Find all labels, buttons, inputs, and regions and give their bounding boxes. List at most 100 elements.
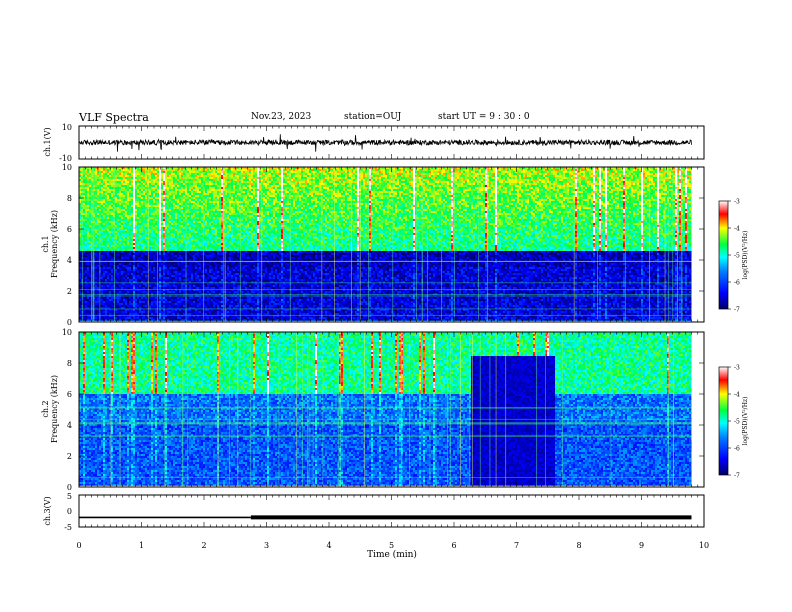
spectrogram-cell (111, 211, 113, 213)
spectrogram-cell (105, 231, 107, 233)
spectrogram-cell (85, 241, 87, 243)
spectrogram-cell (143, 305, 145, 307)
spectrogram-cell (109, 217, 111, 219)
spectrogram-cell (143, 199, 145, 201)
spectrogram-cell (161, 283, 163, 285)
spectrogram-cell (101, 269, 103, 271)
spectrogram-cell (107, 255, 109, 257)
spectrogram-cell (89, 207, 91, 209)
spectrogram-cell (163, 257, 165, 259)
spectrogram-cell (125, 297, 127, 299)
spectrogram-cell (85, 197, 87, 199)
spectrogram-cell (127, 259, 129, 261)
spectrogram-cell (153, 235, 155, 237)
spectrogram-cell (171, 217, 173, 219)
spectrogram-cell (161, 215, 163, 217)
spectrogram-cell (101, 209, 103, 211)
spectrogram-cell (143, 237, 145, 239)
spectrogram-cell (141, 191, 143, 193)
spectrogram-cell (143, 251, 145, 253)
spectrogram-cell (171, 185, 173, 187)
spectrogram-cell (131, 251, 133, 253)
spectrogram-cell (129, 287, 131, 289)
spectrogram-cell (105, 187, 107, 189)
spectrogram-cell (145, 191, 147, 193)
spectrogram-cell (129, 249, 131, 251)
spectrogram-cell (141, 307, 143, 309)
spectrogram-cell (141, 207, 143, 209)
spectrogram-cell (169, 189, 171, 191)
spectrogram-cell (117, 215, 119, 217)
spectrogram-cell (145, 275, 147, 277)
spectrogram-cell (143, 263, 145, 265)
spectrogram-cell (105, 243, 107, 245)
spectrogram-cell (171, 285, 173, 287)
spectrogram-cell (83, 185, 85, 187)
spectrogram-cell (103, 251, 105, 253)
spectrogram-cell (171, 241, 173, 243)
spectrogram-cell (151, 271, 153, 273)
spectrogram-cell (115, 223, 117, 225)
spectrogram-cell (107, 183, 109, 185)
spectrogram-cell (169, 257, 171, 259)
spectrogram-cell (155, 303, 157, 305)
spectrogram-cell (129, 225, 131, 227)
spectrogram-cell (143, 195, 145, 197)
spectrogram-cell (161, 249, 163, 251)
spectrogram-cell (163, 319, 165, 321)
spectrogram-cell (103, 175, 105, 177)
spectrogram-cell (109, 233, 111, 235)
spectrogram-cell (151, 177, 153, 179)
spectrogram-cell (105, 247, 107, 249)
spectrogram-cell (167, 243, 169, 245)
spectrogram-cell (161, 195, 163, 197)
spectrogram-cell (171, 209, 173, 211)
spectrogram-cell (133, 259, 135, 261)
spectrogram-cell (153, 259, 155, 261)
spectrogram-cell (121, 305, 123, 307)
spectrogram-cell (153, 257, 155, 259)
spectrogram-cell (167, 183, 169, 185)
spectrogram-cell (127, 317, 129, 319)
spectrogram-cell (111, 287, 113, 289)
spectrogram-cell (159, 247, 161, 249)
spectrogram-cell (123, 259, 125, 261)
spectrogram-cell (125, 217, 127, 219)
spectrogram-cell (119, 203, 121, 205)
spectrogram-cell (115, 173, 117, 175)
spectrogram-cell (111, 209, 113, 211)
spectrogram-cell (107, 317, 109, 319)
spectrogram-cell (171, 175, 173, 177)
spectrogram-cell (121, 179, 123, 181)
spectrogram-cell (123, 195, 125, 197)
spectrogram-cell (87, 229, 89, 231)
spectrogram-cell (121, 201, 123, 203)
spectrogram-cell (141, 263, 143, 265)
spectrogram-cell (107, 299, 109, 301)
spectrogram-cell (115, 213, 117, 215)
spectrogram-cell (85, 191, 87, 193)
spectrogram-cell (107, 187, 109, 189)
spectrogram-cell (159, 297, 161, 299)
spectrogram-cell (171, 273, 173, 275)
spectrogram-cell (109, 285, 111, 287)
spectrogram-cell (119, 217, 121, 219)
spectrogram-cell (161, 197, 163, 199)
spectrogram-cell (141, 245, 143, 247)
spectrogram-cell (123, 273, 125, 275)
spectrogram-cell (83, 169, 85, 171)
spectrogram-cell (161, 185, 163, 187)
spectrogram-cell (83, 287, 85, 289)
spectrogram-cell (123, 205, 125, 207)
spectrogram-cell (149, 187, 151, 189)
spectrogram-cell (119, 173, 121, 175)
spectrogram-cell (151, 211, 153, 213)
spectrogram-cell (135, 283, 137, 285)
spectrogram-cell (133, 181, 135, 183)
spectrogram-cell (103, 191, 105, 193)
spectrogram-cell (173, 171, 175, 173)
spectrogram-cell (115, 177, 117, 179)
spectrogram-cell (123, 299, 125, 301)
spectrogram-cell (165, 253, 167, 255)
spectrogram-cell (101, 279, 103, 281)
